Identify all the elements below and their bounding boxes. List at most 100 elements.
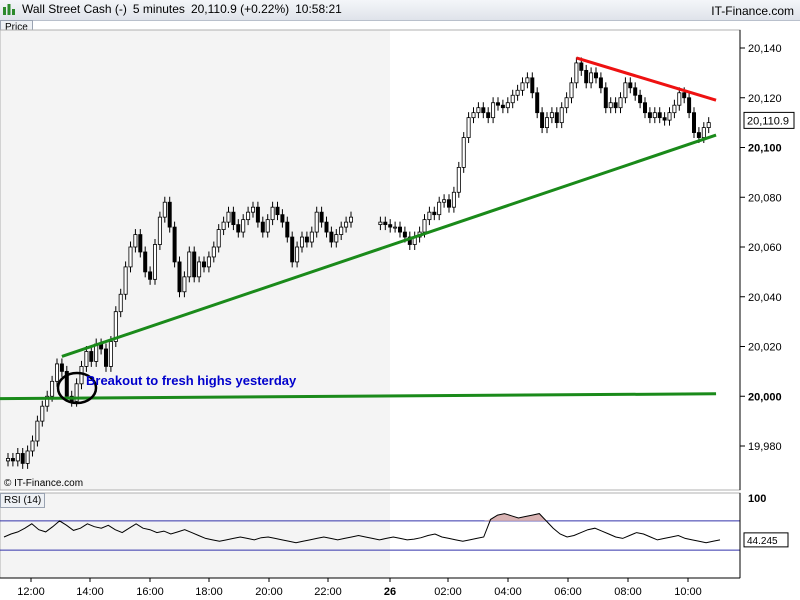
candle-up <box>334 234 339 243</box>
candle-up <box>314 211 319 233</box>
candle-up <box>226 211 231 223</box>
candle-up <box>672 104 677 114</box>
x-tick-label: 06:00 <box>554 586 582 598</box>
candle-down <box>236 224 241 233</box>
candle-down <box>638 94 643 104</box>
candle-down <box>201 261 206 268</box>
candle-down <box>231 211 236 226</box>
timeframe[interactable]: 5 minutes <box>132 2 185 16</box>
candle-up <box>437 201 442 216</box>
candle-up <box>515 89 520 96</box>
candle-up <box>309 231 314 243</box>
rsi-panel-tab[interactable]: RSI (14) <box>0 493 46 508</box>
candle-down <box>10 458 15 462</box>
candle-up <box>6 458 11 462</box>
candle-up <box>549 112 554 119</box>
y-tick-label: 19,980 <box>748 441 782 453</box>
candle-up <box>187 251 192 278</box>
brand-label: IT-Finance.com <box>711 4 794 18</box>
rsi-last-value-label: 44.245 <box>747 536 778 547</box>
candle-down <box>598 77 603 89</box>
candle-down <box>481 107 486 114</box>
candle-up <box>84 351 89 367</box>
candle-up <box>564 97 569 109</box>
candle-up <box>589 72 594 84</box>
candle-down <box>280 214 285 223</box>
breakout-circle <box>56 371 98 405</box>
y-tick-label: 20,120 <box>748 93 782 105</box>
candle-up <box>422 219 427 233</box>
candle-up <box>216 229 221 248</box>
candle-up <box>45 395 50 407</box>
candle-up <box>491 102 496 119</box>
y-tick-label: 20,040 <box>748 292 782 304</box>
candle-down <box>682 92 687 99</box>
candle-down <box>260 221 265 233</box>
y-tick-label: 20,140 <box>748 43 782 55</box>
candle-up <box>393 226 398 229</box>
candle-up <box>623 82 628 99</box>
chart-app-icon <box>2 2 16 16</box>
candle-up <box>25 450 30 464</box>
x-tick-label: 14:00 <box>76 586 104 598</box>
candle-up <box>510 94 515 104</box>
candle-up <box>574 62 579 84</box>
last-price-change: 20,110.9 (+0.22%) <box>190 2 290 16</box>
candle-down <box>148 271 153 280</box>
candle-up <box>466 117 471 138</box>
candle-down <box>692 112 697 133</box>
candle-down <box>192 251 197 278</box>
candle-up <box>677 92 682 106</box>
candle-up <box>55 363 60 382</box>
candle-up <box>35 420 40 442</box>
candle-up <box>50 380 55 397</box>
candle-down <box>633 87 638 96</box>
candle-up <box>451 191 456 208</box>
last-value-label: 20,110.9 <box>747 115 789 127</box>
rsi-line <box>3 513 721 544</box>
copyright: © IT-Finance.com <box>4 478 84 489</box>
candle-up <box>295 246 300 263</box>
candle-down <box>64 370 69 397</box>
candle-down <box>89 351 94 362</box>
candle-up <box>162 201 167 218</box>
candle-down <box>402 231 407 238</box>
x-tick-label: 16:00 <box>136 586 164 598</box>
candle-up <box>270 206 275 221</box>
x-tick-label: 02:00 <box>434 586 462 598</box>
y-tick-label: 20,000 <box>748 391 782 403</box>
candle-down <box>628 82 633 89</box>
candle-down <box>138 234 143 253</box>
candle-up <box>706 122 711 128</box>
candle-up <box>221 221 226 230</box>
y-tick-label: 20,020 <box>748 342 782 354</box>
candle-up <box>456 166 461 193</box>
candle-down <box>397 226 402 233</box>
candle-up <box>113 311 118 342</box>
candle-down <box>613 102 618 109</box>
candle-up <box>211 246 216 258</box>
candle-up <box>108 341 113 367</box>
candle-up <box>378 221 383 226</box>
candle-down <box>687 97 692 114</box>
candle-up <box>250 206 255 213</box>
x-tick-label: 12:00 <box>17 586 45 598</box>
trendline-falling-resistance <box>575 56 717 102</box>
candle-down <box>304 236 309 243</box>
candle-up <box>525 77 530 84</box>
candle-down <box>20 453 25 464</box>
x-tick-label: 04:00 <box>494 586 522 598</box>
candle-down <box>143 251 148 273</box>
candle-up <box>299 236 304 248</box>
last-value-box <box>743 111 795 129</box>
candle-down <box>535 92 540 114</box>
candle-up <box>123 266 128 295</box>
candle-up <box>15 453 20 462</box>
candle-down <box>172 226 177 263</box>
candle-down <box>285 221 290 238</box>
rsi-tick-label: 100 <box>748 493 766 505</box>
x-tick-label: 08:00 <box>614 586 642 598</box>
candle-up <box>206 256 211 268</box>
trendline-breakout-level <box>0 392 717 401</box>
